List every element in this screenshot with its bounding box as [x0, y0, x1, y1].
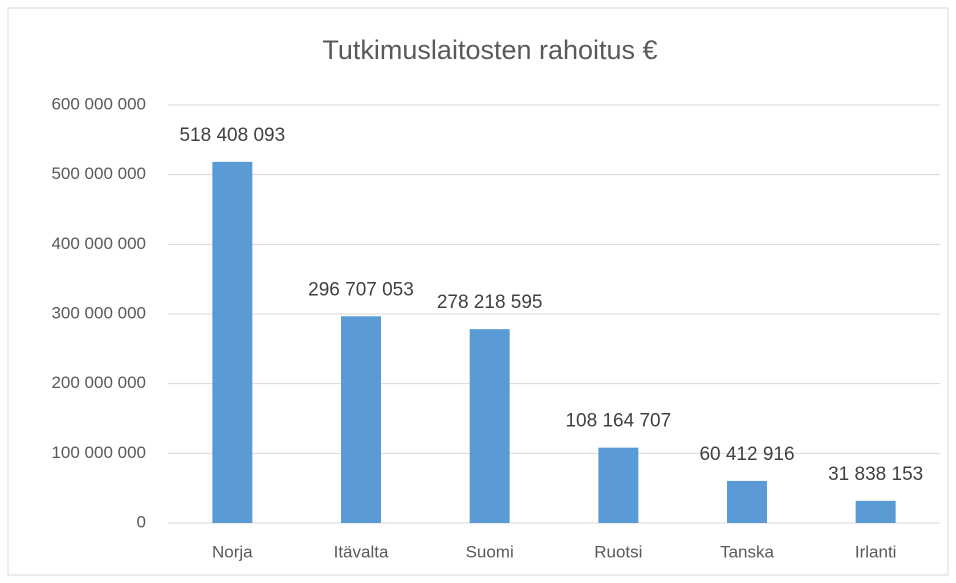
data-label: 518 408 093	[179, 125, 285, 146]
y-tick-label: 300 000 000	[51, 303, 146, 322]
x-tick-label: Tanska	[720, 542, 774, 561]
y-tick-label: 200 000 000	[51, 373, 146, 392]
y-tick-label: 600 000 000	[51, 94, 146, 113]
data-label: 108 164 707	[565, 411, 671, 432]
x-tick-label: Norja	[212, 542, 253, 561]
y-tick-label: 500 000 000	[51, 164, 146, 183]
bar	[212, 161, 253, 524]
y-tick-label: 100 000 000	[51, 443, 146, 462]
bar	[598, 447, 639, 523]
x-tick-label: Suomi	[466, 542, 514, 561]
chart-title: Tutkimuslaitosten rahoitus €	[322, 35, 657, 65]
x-tick-label: Itävalta	[334, 542, 389, 561]
data-label: 60 412 916	[699, 444, 794, 465]
data-label: 296 707 053	[308, 279, 414, 300]
x-tick-label: Ruotsi	[594, 542, 642, 561]
x-tick-label: Irlanti	[855, 542, 897, 561]
y-tick-label: 400 000 000	[51, 234, 146, 253]
bar	[341, 316, 381, 523]
bar	[855, 500, 896, 523]
y-tick-label: 0	[137, 512, 146, 531]
data-label: 31 838 153	[828, 464, 923, 485]
bar	[727, 480, 767, 523]
data-label: 278 218 595	[437, 292, 543, 313]
bar	[469, 329, 510, 523]
